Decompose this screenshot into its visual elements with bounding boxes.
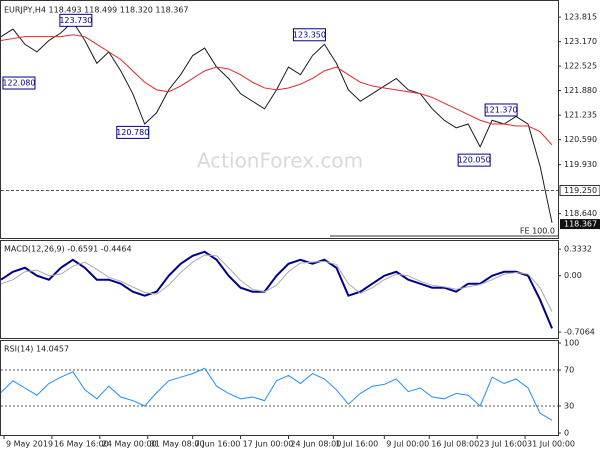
y-tick-label: 123.815 xyxy=(564,13,597,22)
y-tick-label: 100 xyxy=(564,339,579,348)
annotation-box xyxy=(59,13,93,27)
series-line xyxy=(0,250,553,329)
x-tick-label: 1 Jul 16:00 xyxy=(335,440,378,449)
x-tick-label: 9 Jul 00:00 xyxy=(386,440,429,449)
rsi-pane xyxy=(0,340,559,436)
x-tick-label: 31 May 08:00 xyxy=(150,440,205,449)
annotation: 121.370 xyxy=(485,105,518,114)
y-tick-label: 119.930 xyxy=(564,160,597,169)
y-tick-label: 123.170 xyxy=(564,37,597,46)
y-tick-label: 30 xyxy=(564,402,574,411)
annotation: 120.050 xyxy=(458,156,491,165)
last-price-box xyxy=(560,219,600,230)
annotation: 120.780 xyxy=(116,128,149,137)
annotation: 123.350 xyxy=(293,30,326,39)
series-line xyxy=(0,367,553,421)
x-tick-label: 16 Jul 08:00 xyxy=(431,440,479,449)
pane-title: EURJPY,H4 118.493 118.499 118.320 118.36… xyxy=(4,6,189,15)
annotation-box xyxy=(484,103,518,117)
annotation: 122.080 xyxy=(2,79,35,88)
annotation-box xyxy=(2,76,36,90)
pane-title: RSI(14) 14.0457 xyxy=(4,345,69,354)
x-tick-label: 24 Jun 08:00 xyxy=(290,440,341,449)
y-tick-label: 121.880 xyxy=(564,86,597,95)
price-pane xyxy=(0,0,559,239)
x-tick-label: 9 May 2019 xyxy=(6,440,53,449)
y-tick-label: 70 xyxy=(564,366,574,375)
macd-pane xyxy=(0,240,559,339)
x-tick-label: 23 Jul 16:00 xyxy=(479,440,527,449)
x-tick-label: 17 Jun 00:00 xyxy=(243,440,294,449)
level-label-box xyxy=(559,185,600,197)
watermark: ActionForex.com xyxy=(197,149,363,173)
y-tick-label: 120.590 xyxy=(564,135,597,144)
x-tick-label: 16 May 16:00 xyxy=(54,440,109,449)
pane-title: MACD(12,26,9) -0.6591 -0.4464 xyxy=(4,245,132,254)
y-tick-label: -0.7064 xyxy=(564,328,595,337)
y-tick-label: 0.00 xyxy=(564,271,582,280)
y-tick-label: 0.3332 xyxy=(564,245,592,254)
x-tick-label: 24 May 00:00 xyxy=(102,440,157,449)
series-line xyxy=(0,254,553,312)
x-tick-label: 7 Jun 16:00 xyxy=(195,440,241,449)
fe-label: FE 100.0 xyxy=(520,227,555,236)
series-line xyxy=(0,34,553,146)
y-tick-label: 121.235 xyxy=(564,111,597,120)
y-tick-label: 118.640 xyxy=(564,209,597,218)
annotation: 123.730 xyxy=(59,16,92,25)
annotation-box xyxy=(116,125,150,139)
level-label: 119.250 xyxy=(564,186,597,195)
annotation-box xyxy=(457,153,491,167)
y-tick-label: 122.525 xyxy=(564,62,597,71)
last-price-label: 118.367 xyxy=(564,220,597,229)
annotation-box xyxy=(292,28,326,42)
y-tick-label: 0 xyxy=(564,429,569,438)
series-line xyxy=(0,20,553,223)
x-tick-label: 31 Jul 00:00 xyxy=(527,440,575,449)
